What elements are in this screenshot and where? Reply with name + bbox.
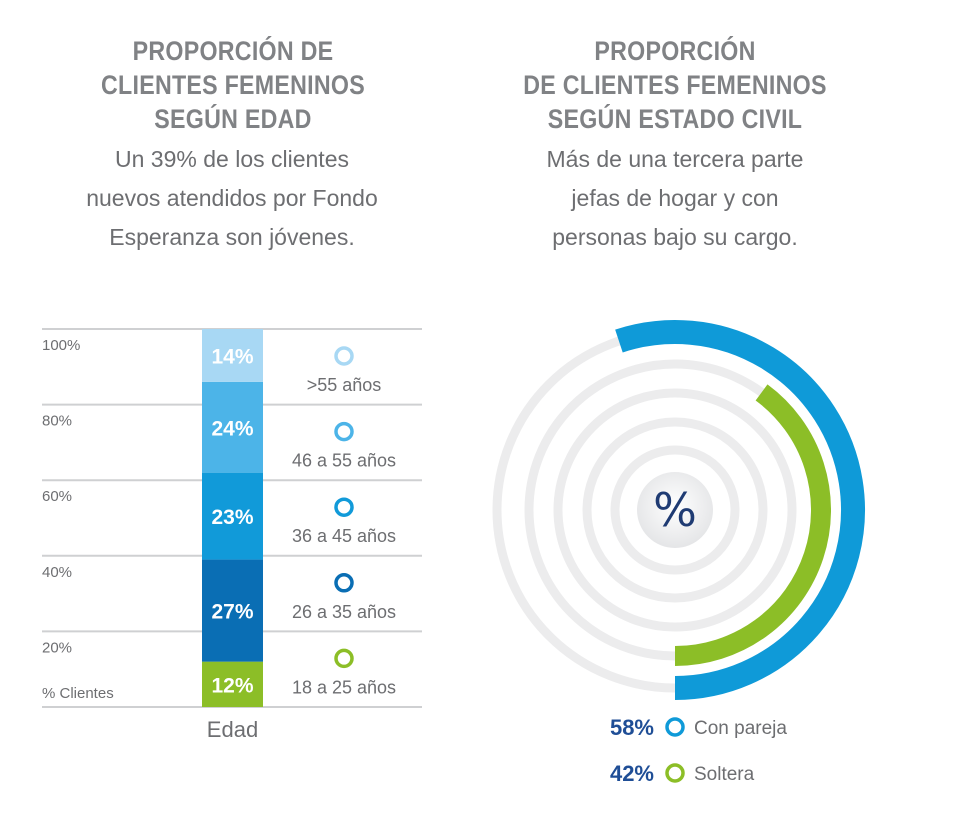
right-title-line: DE CLIENTES FEMENINOS (523, 70, 827, 100)
legend-label: Soltera (694, 764, 755, 785)
right-subtitle-line: Más de una tercera parte (546, 146, 804, 172)
left-subtitle-line: Un 39% de los clientes (115, 146, 349, 172)
y-tick-label: 80% (42, 413, 72, 430)
bar-segment-label: 14% (211, 345, 253, 368)
right-title-line: SEGÚN ESTADO CIVIL (547, 104, 803, 134)
bar-segment-label: 12% (211, 674, 253, 697)
right-subtitle-line: jefas de hogar y con (571, 185, 779, 211)
right-chart-title: PROPORCIÓN DE CLIENTES FEMENINOS SEGÚN E… (507, 34, 842, 136)
bar-segment-label: 23% (211, 506, 253, 529)
bar-segment (202, 472, 263, 560)
bar-segment-label: 24% (211, 417, 253, 440)
category-label: 26 a 35 años (292, 602, 396, 622)
right-chart-subtitle: Más de una tercera parte jefas de hogar … (470, 140, 880, 257)
x-axis-label: Edad (207, 717, 258, 742)
legend-marker (665, 763, 685, 783)
y-axis-label: % Clientes (42, 685, 114, 702)
y-tick-label: 40% (42, 564, 72, 581)
left-subtitle-line: nuevos atendidos por Fondo (86, 185, 378, 211)
y-tick-label: 20% (42, 639, 72, 656)
y-tick-label: 100% (42, 337, 80, 354)
category-label: 46 a 55 años (292, 451, 396, 471)
right-subtitle-line: personas bajo su cargo. (552, 224, 798, 250)
legend-marker (334, 346, 354, 366)
legend-marker (665, 717, 685, 737)
guide-ring (553, 388, 797, 632)
bar-segment (202, 559, 263, 662)
legend-value: 42% (610, 761, 654, 786)
right-title-line: PROPORCIÓN (594, 36, 756, 66)
ring-arc (615, 320, 865, 700)
ring-arc (674, 384, 831, 666)
guide-ring (582, 417, 768, 603)
legend-marker (334, 648, 354, 669)
left-title-line: SEGÚN EDAD (154, 104, 312, 134)
bar-segment (202, 381, 263, 473)
legend-label: Con pareja (694, 718, 787, 739)
legend-marker (334, 421, 354, 442)
percent-icon: % (653, 483, 697, 537)
bar-segment-label: 27% (211, 601, 253, 624)
bar-segment (202, 661, 263, 707)
legend-value: 58% (610, 715, 654, 740)
legend-marker (334, 497, 354, 517)
guide-ring (610, 445, 740, 575)
left-title-line: PROPORCIÓN DE (132, 36, 334, 66)
bar-segment (202, 329, 263, 382)
category-label: >55 años (307, 375, 382, 395)
category-label: 36 a 45 años (292, 526, 396, 546)
legend-marker (334, 573, 354, 593)
left-subtitle-line: Esperanza son jóvenes. (109, 224, 355, 250)
left-chart-title: PROPORCIÓN DE CLIENTES FEMENINOS SEGÚN E… (84, 34, 382, 136)
category-label: 18 a 25 años (292, 677, 396, 697)
left-title-line: CLIENTES FEMENINOS (101, 70, 365, 100)
center-disk (637, 472, 713, 548)
y-tick-label: 60% (42, 488, 72, 505)
left-chart-subtitle: Un 39% de los clientes nuevos atendidos … (52, 140, 412, 257)
